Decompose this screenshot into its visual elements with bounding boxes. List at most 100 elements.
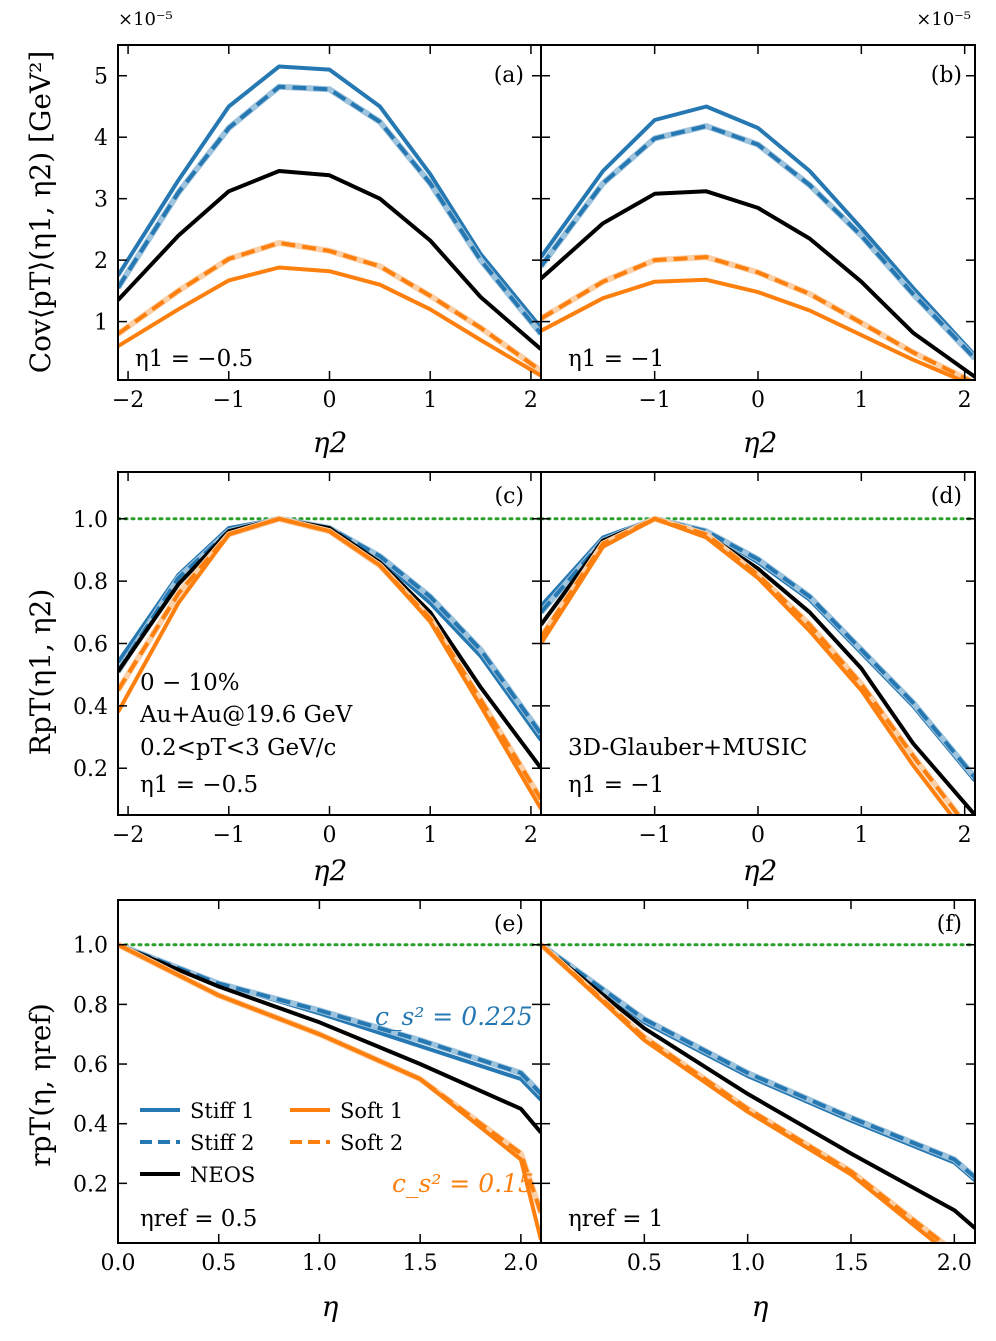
legend-label-neos: NEOS <box>190 1163 255 1187</box>
xtick-label-f: 0.5 <box>627 1251 662 1276</box>
plot-area-e <box>118 941 541 1241</box>
legend-label-soft2: Soft 2 <box>340 1131 403 1155</box>
annotation-a: η1 = −0.5 <box>135 346 253 372</box>
plot-f: 0.5 1.0 1.5 2.0 <box>540 899 976 1276</box>
ytick-label-c: 0.2 <box>73 757 108 782</box>
plot-area-d <box>541 515 975 815</box>
series-stiff2-b <box>541 124 975 360</box>
xtick-label-f: 2.0 <box>937 1251 972 1276</box>
annotation-b: η1 = −1 <box>568 346 664 372</box>
panel-f: (f) ηref = 1 η <box>568 912 962 1323</box>
plot-area-b <box>541 104 975 380</box>
series-soft1-e <box>118 942 541 1241</box>
series-soft2-a <box>118 240 541 373</box>
ytick-label-e: 1.0 <box>73 934 108 959</box>
frame-f <box>540 899 976 1244</box>
scale-label-b: ×10⁻⁵ <box>916 9 971 30</box>
panel-b: ×10⁻⁵ (b) η1 = −1 η2 <box>568 9 971 459</box>
cs-label-stiff: c_s² = 0.225 <box>375 1002 533 1031</box>
plot-e: 0.0 0.5 1.0 1.5 2.0 0.2 0.4 0.6 0.8 1.0 <box>73 899 542 1276</box>
xlabel-f: η <box>752 1290 769 1323</box>
xlabel-a: η2 <box>313 426 348 459</box>
annotation-c-2: 0.2<pT<3 GeV/c <box>140 735 336 761</box>
annotation-d-0: 3D-Glauber+MUSIC <box>568 735 808 761</box>
legend-label-stiff1: Stiff 1 <box>190 1099 255 1123</box>
legend: Stiff 1 Soft 1 Stiff 2 Soft 2 NEOS <box>140 1099 403 1187</box>
panel-a: ×10⁻⁵ (a) η1 = −0.5 Cov⟨pT⟩(η1, η2) [GeV… <box>24 9 524 459</box>
panel-label-b: (b) <box>931 63 962 88</box>
panel-c: (c) 0 − 10% Au+Au@19.6 GeV 0.2<pT<3 GeV/… <box>24 484 524 887</box>
frame-a <box>117 44 542 381</box>
ytick-label-c: 1.0 <box>73 508 108 533</box>
plot-c: −2 −1 0 1 2 0.2 0.4 0.6 0.8 1.0 <box>73 471 542 848</box>
series-soft1-a <box>118 265 541 378</box>
annotation-c-1: Au+Au@19.6 GeV <box>139 702 353 728</box>
xtick-label-a: 2 <box>524 388 538 413</box>
xtick-label-c: 2 <box>524 823 538 848</box>
panel-label-f: (f) <box>937 912 962 937</box>
panel-d: (d) 3D-Glauber+MUSIC η1 = −1 η2 <box>568 484 962 887</box>
xtick-label-d: 2 <box>958 823 972 848</box>
xtick-label-d: 0 <box>751 823 765 848</box>
ytick-label-c: 0.8 <box>73 570 108 595</box>
ytick-label-c: 0.6 <box>73 633 108 658</box>
plot-d: −1 0 1 2 <box>540 471 976 848</box>
series-stiff2-f <box>541 943 975 1179</box>
xtick-label-e: 1.5 <box>403 1251 438 1276</box>
xtick-label-a: −1 <box>213 388 245 413</box>
series-neos-c <box>118 516 541 770</box>
series-soft1-c <box>118 516 541 810</box>
xtick-label-a: 0 <box>323 388 337 413</box>
panel-label-a: (a) <box>494 63 524 88</box>
cs-label-soft: c_s² = 0.15 <box>392 1169 534 1198</box>
annotation-f: ηref = 1 <box>568 1206 663 1232</box>
xtick-label-e: 2.0 <box>503 1251 538 1276</box>
xtick-label-b: 0 <box>751 388 765 413</box>
ytick-label-c: 0.4 <box>73 695 108 720</box>
annotation-c-3: η1 = −0.5 <box>140 772 258 798</box>
panel-e: (e) ηref = 0.5 c_s² = 0.225 c_s² = 0.15 … <box>24 912 534 1323</box>
plot-area-f <box>541 942 975 1243</box>
ylabel-e: rpT(η, ηref) <box>24 1003 57 1167</box>
annotation-d-1: η1 = −1 <box>568 772 664 798</box>
ylabel-c: RpT(η1, η2) <box>24 589 57 756</box>
legend-label-stiff2: Stiff 2 <box>190 1131 255 1155</box>
plot-area-a <box>118 64 541 378</box>
xlabel-b: η2 <box>743 426 778 459</box>
series-stiff1-a <box>118 64 541 330</box>
series-soft1-f <box>541 943 940 1243</box>
xtick-label-e: 0.0 <box>101 1251 136 1276</box>
xtick-label-f: 1.5 <box>834 1251 869 1276</box>
annotation-c-0: 0 − 10% <box>140 670 240 696</box>
panel-label-d: (d) <box>931 484 962 509</box>
xtick-label-c: −1 <box>213 823 245 848</box>
panel-label-c: (c) <box>495 484 525 509</box>
xlabel-d: η2 <box>743 854 778 887</box>
xtick-label-e: 1.0 <box>302 1251 337 1276</box>
xtick-label-a: −2 <box>112 388 144 413</box>
plot-b: −1 0 1 2 <box>540 44 976 413</box>
ytick-label-a: 2 <box>94 249 108 274</box>
series-neos-a <box>118 169 541 351</box>
legend-label-soft1: Soft 1 <box>340 1099 403 1123</box>
annotation-e: ηref = 0.5 <box>140 1206 257 1232</box>
xtick-label-a: 1 <box>423 388 437 413</box>
series-soft1-b <box>541 277 966 380</box>
xtick-label-b: 1 <box>854 388 868 413</box>
xtick-label-c: 0 <box>323 823 337 848</box>
series-stiff1-f <box>541 943 975 1182</box>
ytick-label-e: 0.2 <box>73 1172 108 1197</box>
xtick-label-b: −1 <box>638 388 670 413</box>
series-band-stiff2-b <box>541 123 975 361</box>
xtick-label-d: 1 <box>854 823 868 848</box>
ytick-label-a: 3 <box>94 188 108 213</box>
series-stiff2-a <box>118 84 541 336</box>
ytick-label-a: 5 <box>94 65 108 90</box>
plot-a: −2 −1 0 1 2 1 2 3 4 5 <box>94 44 542 413</box>
series-neos-b <box>541 189 975 379</box>
series-neos-f <box>541 943 975 1230</box>
panel-label-e: (e) <box>494 912 524 937</box>
xtick-label-c: −2 <box>112 823 144 848</box>
ytick-label-e: 0.6 <box>73 1053 108 1078</box>
series-stiff2-e <box>118 942 541 1096</box>
